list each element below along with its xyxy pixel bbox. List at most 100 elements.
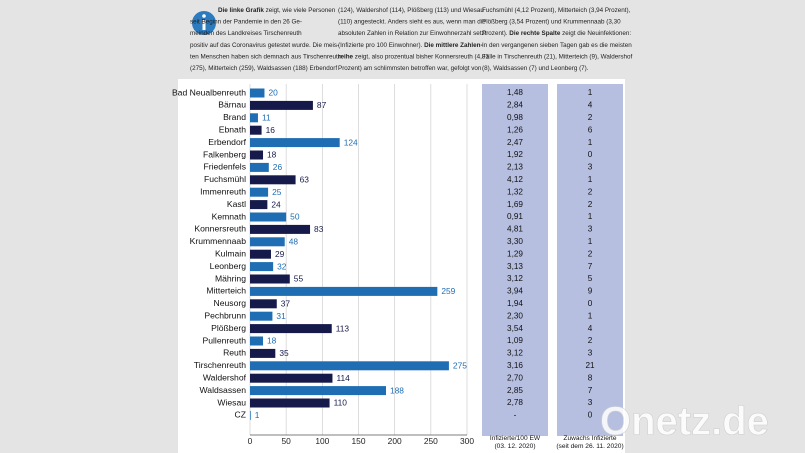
bar [250, 237, 285, 247]
table-cell: 9 [588, 287, 593, 296]
info-line: positiv auf das Coronavirus getestet wur… [190, 41, 339, 48]
value-label: 25 [272, 187, 282, 197]
table-cell: - [514, 411, 517, 420]
table-cell: 2 [588, 200, 593, 209]
table-cell: 2,85 [507, 386, 523, 395]
value-label: 50 [290, 212, 300, 222]
table-cell: 1,32 [507, 187, 523, 196]
category-label: Waldsassen [200, 385, 247, 395]
table-cell: 0,91 [507, 212, 523, 221]
info-text: Plößberg (3,54 Prozent) und Krummennaab … [482, 18, 621, 25]
value-label: 24 [271, 199, 281, 209]
column-header: Infizierte/100 EW [490, 435, 541, 442]
info-line: Prozent) am schlimmsten betroffen war, g… [338, 65, 482, 72]
value-label: 26 [273, 162, 283, 172]
bar [250, 162, 269, 172]
bar [250, 348, 276, 358]
info-line: (Infizierte pro 100 Einwohner). Die mitt… [338, 41, 483, 48]
category-label: Wiesau [217, 397, 246, 407]
info-text: zeigt, also prozentual bisher Konnersreu… [353, 53, 489, 60]
column-background [557, 84, 623, 436]
table-cell: 3 [588, 225, 593, 234]
table-cell: 2,84 [507, 101, 523, 110]
x-tick-label: 100 [315, 436, 329, 446]
bar [250, 361, 449, 371]
category-label: Kulmain [215, 248, 246, 258]
table-cell: 3,54 [507, 324, 523, 333]
bar [250, 150, 264, 160]
table-cell: 2,70 [507, 373, 523, 382]
bar [250, 175, 296, 185]
bar [250, 138, 340, 148]
info-text: positiv auf das Coronavirus getestet wur… [190, 41, 339, 48]
table-cell: 4,12 [507, 175, 523, 184]
x-tick-label: 250 [424, 436, 438, 446]
info-text: Prozent) am schlimmsten betroffen war, g… [338, 65, 482, 72]
table-cell: 21 [585, 361, 595, 370]
category-label: Neusorg [214, 298, 247, 308]
bar [250, 286, 438, 296]
category-label: Mähring [215, 273, 246, 283]
table-cell: 1 [588, 88, 593, 97]
bar [250, 386, 386, 396]
info-text: (275), Mitterteich (259), Waldsassen (18… [190, 65, 337, 72]
category-label: Friedenfels [203, 162, 246, 172]
info-line: In den vergangenen sieben Tagen gab es d… [482, 41, 632, 48]
table-cell: 7 [588, 386, 593, 395]
value-label: 55 [294, 274, 304, 284]
info-text: (Infizierte pro 100 Einwohner). [338, 41, 424, 48]
column-header: Zuwachs Infizierte [563, 435, 616, 442]
value-label: 188 [390, 385, 404, 395]
category-label: Bärnau [218, 100, 246, 110]
info-line: meinden des Landkreises Tirschenreuth [190, 30, 302, 37]
table-cell: 3,16 [507, 361, 523, 370]
bar [250, 336, 264, 346]
category-label: Fuchsmühl [204, 174, 246, 184]
table-cell: 1,69 [507, 200, 523, 209]
value-label: 35 [279, 348, 289, 358]
table-cell: 3 [588, 163, 593, 172]
value-label: 124 [344, 137, 358, 147]
x-tick-label: 200 [388, 436, 402, 446]
table-cell: 3 [588, 349, 593, 358]
info-text: Die rechte Spalte [509, 30, 561, 37]
info-text: Prozent). [482, 30, 509, 37]
table-cell: 3,12 [507, 274, 523, 283]
category-label: Reuth [223, 348, 246, 358]
value-label: 110 [334, 398, 348, 408]
category-label: Immenreuth [200, 186, 246, 196]
value-label: 32 [277, 261, 287, 271]
table-cell: 1,94 [507, 299, 523, 308]
category-label: Falkenberg [203, 149, 246, 159]
table-cell: 2,30 [507, 311, 523, 320]
table-cell: 8 [588, 373, 593, 382]
table-cell: 6 [588, 125, 593, 134]
category-label: Tirschenreuth [194, 360, 246, 370]
info-line: (8), Waldsassen (7) und Leonberg (7). [482, 65, 589, 72]
info-text: (124), Waldershof (114), Plößberg (113) … [338, 7, 484, 14]
value-label: 87 [317, 100, 327, 110]
info-line: Fuchsmühl (4,12 Prozent), Mitterteich (3… [482, 7, 631, 14]
value-label: 113 [336, 323, 350, 333]
category-label: Bad Neualbenreuth [172, 87, 246, 97]
bar [250, 125, 262, 135]
table-cell: 2 [588, 336, 593, 345]
table-cell: 3,94 [507, 287, 523, 296]
bar [250, 398, 330, 408]
info-line: (275), Mitterteich (259), Waldsassen (18… [190, 65, 337, 72]
table-cell: 0 [588, 299, 593, 308]
info-line: absoluten Zahlen in Relation zur Einwohn… [338, 30, 487, 37]
value-label: 63 [300, 175, 310, 185]
table-cell: 1,09 [507, 336, 523, 345]
bar [250, 224, 311, 234]
table-cell: 1,92 [507, 150, 523, 159]
category-label: CZ [235, 410, 246, 420]
table-cell: 1,26 [507, 125, 523, 134]
info-line: Die linke Grafik zeigt, wie viele Person… [218, 7, 336, 14]
bar [250, 262, 274, 272]
table-cell: 1 [588, 237, 593, 246]
table-cell: 1 [588, 138, 593, 147]
info-text: reihe [338, 53, 354, 60]
